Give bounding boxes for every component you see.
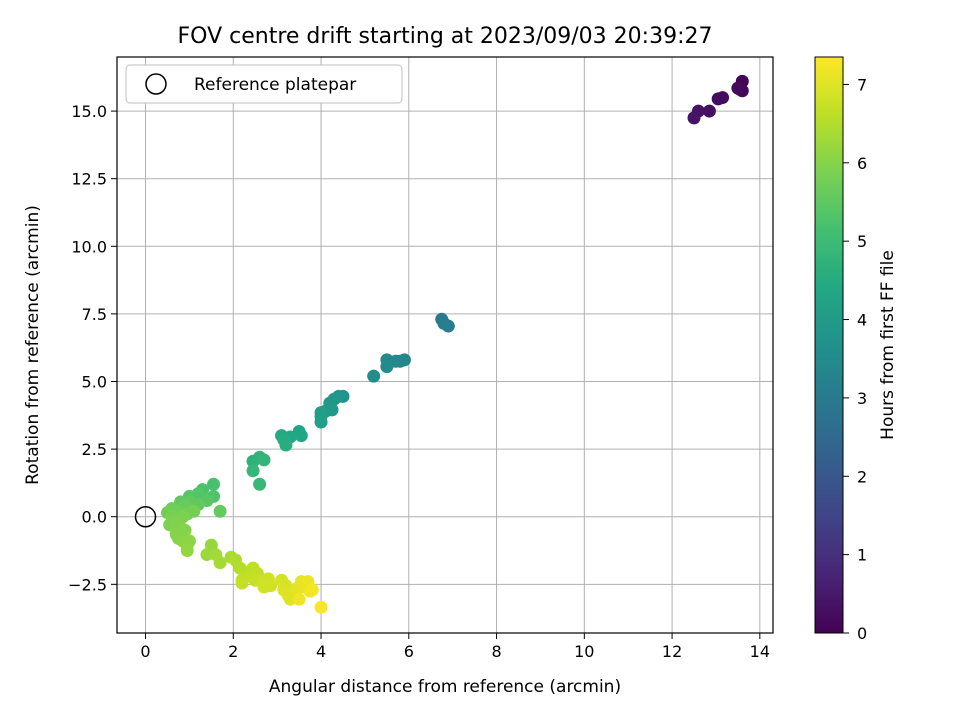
colorbar-tick-label: 2 bbox=[857, 467, 867, 486]
colorbar-tick-label: 7 bbox=[857, 75, 867, 94]
y-tick-label: −2.5 bbox=[68, 575, 107, 594]
data-point bbox=[187, 504, 201, 518]
colorbar-tick-label: 6 bbox=[857, 154, 867, 173]
y-tick-label: 5.0 bbox=[82, 373, 107, 392]
data-point bbox=[292, 592, 306, 606]
data-point bbox=[441, 319, 455, 333]
data-point bbox=[180, 544, 194, 558]
data-point bbox=[314, 415, 328, 429]
colorbar-ticks: 0 1 2 3 4 5 6 7 bbox=[843, 75, 867, 643]
legend-entry-reference-platepar: Reference platepar bbox=[194, 75, 356, 95]
data-point bbox=[731, 81, 745, 95]
reference-platepar-marker bbox=[134, 505, 157, 528]
x-tick-label: 14 bbox=[750, 642, 770, 661]
data-point bbox=[246, 464, 260, 478]
data-point bbox=[213, 504, 227, 518]
data-point bbox=[702, 104, 716, 118]
legend: Reference platepar bbox=[125, 64, 403, 104]
data-point bbox=[207, 477, 221, 491]
data-point bbox=[253, 477, 267, 491]
colorbar-tick-label: 1 bbox=[857, 546, 867, 565]
y-tick-label: 12.5 bbox=[71, 170, 107, 189]
x-tick-label: 12 bbox=[662, 642, 682, 661]
y-tick-label: 15.0 bbox=[71, 102, 107, 121]
y-tick-label: 10.0 bbox=[71, 237, 107, 256]
x-axis-label: Angular distance from reference (arcmin) bbox=[269, 677, 621, 697]
data-point bbox=[294, 429, 308, 443]
x-tick-label: 10 bbox=[574, 642, 594, 661]
data-point bbox=[314, 600, 328, 614]
data-point bbox=[279, 438, 293, 452]
x-tick-label: 6 bbox=[404, 642, 414, 661]
data-point bbox=[305, 583, 319, 597]
chart-title: FOV centre drift starting at 2023/09/03 … bbox=[178, 24, 713, 49]
colorbar-label: Hours from first FF file bbox=[878, 250, 898, 440]
data-point bbox=[235, 576, 249, 590]
data-point bbox=[711, 92, 725, 106]
legend-box bbox=[125, 64, 403, 104]
x-axis-ticks: 0 2 4 6 8 10 12 14 bbox=[140, 633, 770, 661]
y-tick-label: 0.0 bbox=[82, 508, 107, 527]
x-tick-label: 4 bbox=[316, 642, 326, 661]
colorbar-tick-label: 3 bbox=[857, 389, 867, 408]
colorbar-gradient bbox=[814, 56, 844, 634]
data-point bbox=[367, 369, 381, 383]
colorbar-tick-label: 5 bbox=[857, 232, 867, 251]
y-axis-ticks: −2.5 0.0 2.5 5.0 7.5 10.0 12.5 15.0 bbox=[68, 102, 117, 594]
data-point bbox=[264, 579, 278, 593]
data-point bbox=[687, 111, 701, 125]
data-point bbox=[257, 453, 271, 467]
colorbar: 0 1 2 3 4 5 6 7 Hours from first FF file bbox=[814, 56, 898, 643]
data-point bbox=[213, 556, 227, 570]
data-point bbox=[380, 360, 394, 374]
data-points bbox=[160, 74, 749, 614]
colorbar-tick-label: 4 bbox=[857, 311, 867, 330]
x-tick-label: 8 bbox=[491, 642, 501, 661]
plot-frame bbox=[116, 56, 774, 634]
y-tick-label: 7.5 bbox=[82, 305, 107, 324]
x-tick-label: 0 bbox=[140, 642, 150, 661]
legend-marker-icon bbox=[145, 73, 167, 95]
x-tick-label: 2 bbox=[228, 642, 238, 661]
colorbar-tick-label: 0 bbox=[857, 624, 867, 643]
y-axis-label: Rotation from reference (arcmin) bbox=[23, 205, 43, 485]
y-tick-label: 2.5 bbox=[82, 440, 107, 459]
